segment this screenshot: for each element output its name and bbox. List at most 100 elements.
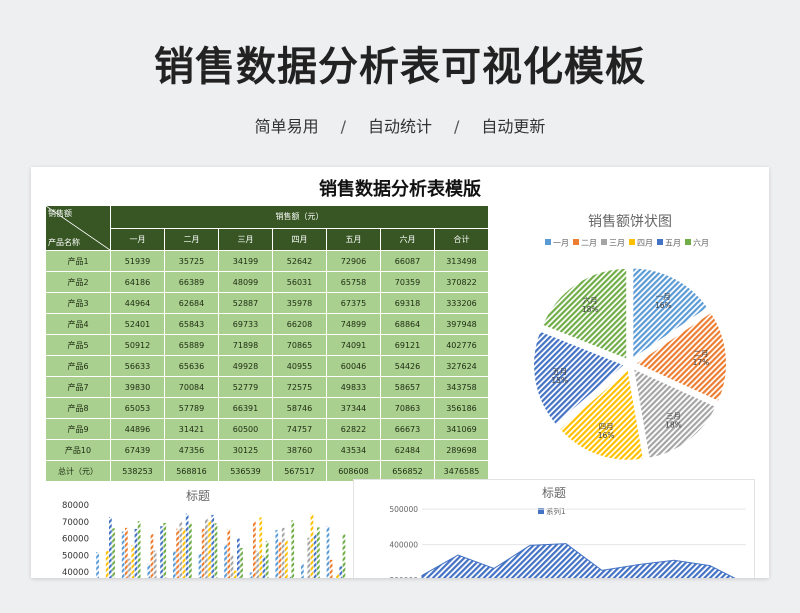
- feature-tag: 简单易用: [254, 117, 319, 136]
- value-cell[interactable]: 60500: [218, 418, 273, 440]
- value-cell[interactable]: 57789: [164, 397, 219, 419]
- value-cell[interactable]: 72906: [326, 250, 381, 272]
- pie-label: 四月: [599, 422, 614, 431]
- value-cell[interactable]: 74757: [272, 418, 327, 440]
- value-cell[interactable]: 35725: [164, 250, 219, 272]
- value-cell[interactable]: 69121: [380, 334, 435, 356]
- row-label-cell[interactable]: 产品1: [45, 250, 111, 272]
- value-cell[interactable]: 536539: [218, 460, 273, 482]
- value-cell[interactable]: 56031: [272, 271, 327, 293]
- value-cell[interactable]: 327624: [434, 355, 489, 377]
- value-cell[interactable]: 289698: [434, 439, 489, 461]
- value-cell[interactable]: 51939: [110, 250, 165, 272]
- value-cell[interactable]: 341069: [434, 418, 489, 440]
- value-cell[interactable]: 60046: [326, 355, 381, 377]
- value-cell[interactable]: 52887: [218, 292, 273, 314]
- row-label-cell[interactable]: 产品9: [45, 418, 111, 440]
- y-tick-label: 500000: [389, 505, 418, 514]
- value-cell[interactable]: 66673: [380, 418, 435, 440]
- value-cell[interactable]: 38760: [272, 439, 327, 461]
- pie-slice: [631, 366, 719, 460]
- sales-table: 销售额 产品名称 销售额（元） 一月 二月 三月 四月 五月 六月 合计 产品1…: [45, 205, 489, 482]
- value-cell[interactable]: 58746: [272, 397, 327, 419]
- value-cell[interactable]: 3476585: [434, 460, 489, 482]
- value-cell[interactable]: 71898: [218, 334, 273, 356]
- value-cell[interactable]: 69733: [218, 313, 273, 335]
- value-cell[interactable]: 397948: [434, 313, 489, 335]
- value-cell[interactable]: 313498: [434, 250, 489, 272]
- bar: [224, 544, 227, 578]
- value-cell[interactable]: 37344: [326, 397, 381, 419]
- row-label-cell[interactable]: 产品5: [45, 334, 111, 356]
- row-label-cell[interactable]: 产品7: [45, 376, 111, 398]
- value-cell[interactable]: 74091: [326, 334, 381, 356]
- value-cell[interactable]: 58657: [380, 376, 435, 398]
- row-label-cell[interactable]: 产品8: [45, 397, 111, 419]
- value-cell[interactable]: 49928: [218, 355, 273, 377]
- value-cell[interactable]: 538253: [110, 460, 165, 482]
- value-cell[interactable]: 65636: [164, 355, 219, 377]
- value-cell[interactable]: 65758: [326, 271, 381, 293]
- value-cell[interactable]: 44964: [110, 292, 165, 314]
- value-cell[interactable]: 40955: [272, 355, 327, 377]
- value-cell[interactable]: 56633: [110, 355, 165, 377]
- value-cell[interactable]: 68864: [380, 313, 435, 335]
- value-cell[interactable]: 62484: [380, 439, 435, 461]
- value-cell[interactable]: 44896: [110, 418, 165, 440]
- bar: [105, 550, 109, 578]
- value-cell[interactable]: 50912: [110, 334, 165, 356]
- row-label-cell[interactable]: 产品3: [45, 292, 111, 314]
- value-cell[interactable]: 70084: [164, 376, 219, 398]
- row-label-cell[interactable]: 产品10: [45, 439, 111, 461]
- value-cell[interactable]: 66087: [380, 250, 435, 272]
- value-cell[interactable]: 333206: [434, 292, 489, 314]
- value-cell[interactable]: 402776: [434, 334, 489, 356]
- value-cell[interactable]: 66391: [218, 397, 273, 419]
- value-cell[interactable]: 31421: [164, 418, 219, 440]
- legend-label: 一月: [553, 239, 569, 248]
- value-cell[interactable]: 70863: [380, 397, 435, 419]
- bar: [230, 555, 234, 578]
- value-cell[interactable]: 67439: [110, 439, 165, 461]
- value-cell[interactable]: 52642: [272, 250, 327, 272]
- pie-chart-title: 销售额饼状图: [588, 214, 672, 230]
- value-cell[interactable]: 43534: [326, 439, 381, 461]
- value-cell[interactable]: 49833: [326, 376, 381, 398]
- value-cell[interactable]: 48099: [218, 271, 273, 293]
- row-label-cell[interactable]: 产品2: [45, 271, 111, 293]
- table-row: 产品2 64186 66389 48099 56031 65758 70359 370822: [45, 271, 489, 293]
- value-cell[interactable]: 52779: [218, 376, 273, 398]
- value-cell[interactable]: 72575: [272, 376, 327, 398]
- value-cell[interactable]: 65889: [164, 334, 219, 356]
- row-label-cell[interactable]: 产品6: [45, 355, 111, 377]
- value-cell[interactable]: 67375: [326, 292, 381, 314]
- value-cell[interactable]: 54426: [380, 355, 435, 377]
- row-label-cell[interactable]: 总计（元）: [45, 460, 111, 482]
- value-cell[interactable]: 39830: [110, 376, 165, 398]
- value-cell[interactable]: 66389: [164, 271, 219, 293]
- bar: [285, 540, 288, 578]
- value-cell[interactable]: 47356: [164, 439, 219, 461]
- value-cell[interactable]: 70359: [380, 271, 435, 293]
- value-cell[interactable]: 370822: [434, 271, 489, 293]
- value-cell[interactable]: 568816: [164, 460, 219, 482]
- value-cell[interactable]: 567517: [272, 460, 327, 482]
- row-label-cell[interactable]: 产品4: [45, 313, 111, 335]
- value-cell[interactable]: 66208: [272, 313, 327, 335]
- value-cell[interactable]: 52401: [110, 313, 165, 335]
- value-cell[interactable]: 34199: [218, 250, 273, 272]
- legend-swatch: [601, 239, 607, 245]
- value-cell[interactable]: 30125: [218, 439, 273, 461]
- value-cell[interactable]: 35978: [272, 292, 327, 314]
- value-cell[interactable]: 65843: [164, 313, 219, 335]
- value-cell[interactable]: 74899: [326, 313, 381, 335]
- value-cell[interactable]: 69318: [380, 292, 435, 314]
- value-cell[interactable]: 62822: [326, 418, 381, 440]
- value-cell[interactable]: 356186: [434, 397, 489, 419]
- value-cell[interactable]: 62684: [164, 292, 219, 314]
- value-cell[interactable]: 608608: [326, 460, 381, 482]
- value-cell[interactable]: 65053: [110, 397, 165, 419]
- value-cell[interactable]: 343758: [434, 376, 489, 398]
- value-cell[interactable]: 64186: [110, 271, 165, 293]
- value-cell[interactable]: 70865: [272, 334, 327, 356]
